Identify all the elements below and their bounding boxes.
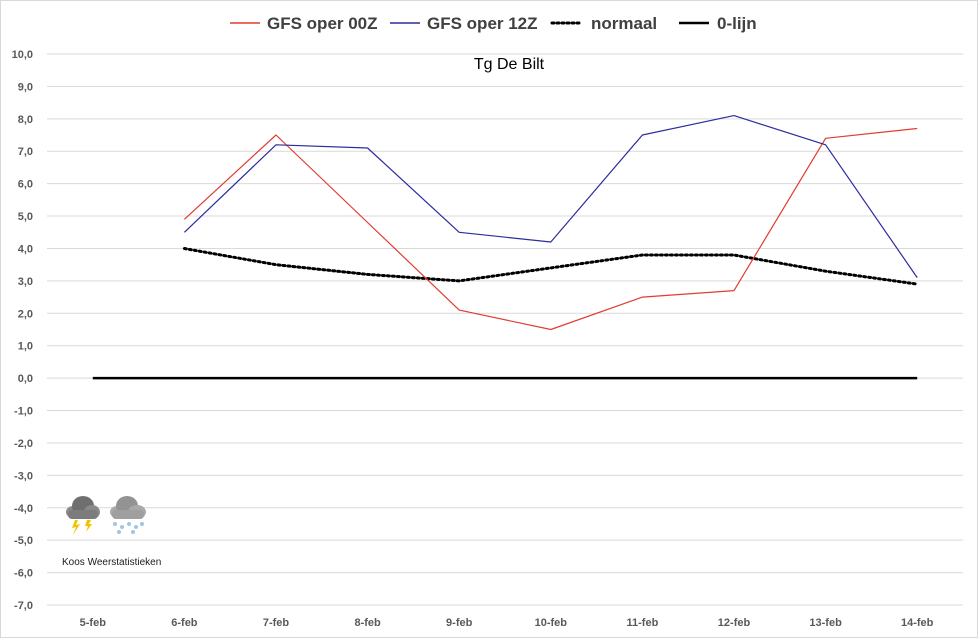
gridlines <box>47 53 963 606</box>
y-tick-label: -1,0 <box>14 406 33 418</box>
x-tick-label: 5-feb <box>80 617 107 629</box>
x-tick-label: 12-feb <box>718 617 751 629</box>
legend-label: 0-lijn <box>717 14 757 33</box>
legend-label: GFS oper 00Z <box>267 14 378 33</box>
y-tick-label: -4,0 <box>14 503 33 515</box>
y-tick-label: 0,0 <box>18 373 33 385</box>
y-tick-label: 3,0 <box>18 276 33 288</box>
y-tick-label: -5,0 <box>14 535 33 547</box>
x-tick-label: 11-feb <box>627 617 659 629</box>
y-tick-label: 9,0 <box>18 81 33 93</box>
snow-cloud-icon <box>110 496 146 534</box>
x-tick-label: 10-feb <box>535 617 568 629</box>
y-tick-label: -2,0 <box>14 438 33 450</box>
x-tick-label: 8-feb <box>354 617 381 629</box>
y-tick-label: 4,0 <box>18 243 33 255</box>
chart-title: Tg De Bilt <box>474 56 545 73</box>
legend-label: GFS oper 12Z <box>427 14 538 33</box>
legend-item: normaal <box>550 14 657 33</box>
x-tick-label: 6-feb <box>171 617 198 629</box>
x-tick-label: 13-feb <box>809 617 842 629</box>
series-line-normaal <box>182 247 919 286</box>
y-tick-label: 6,0 <box>18 179 33 191</box>
y-tick-label: -7,0 <box>14 600 33 612</box>
y-tick-label: 10,0 <box>12 49 33 61</box>
x-tick-label: 9-feb <box>446 617 473 629</box>
legend-item: GFS oper 00Z <box>230 14 378 33</box>
legend-label: normaal <box>591 14 657 33</box>
legend-item: GFS oper 12Z <box>390 14 538 33</box>
x-tick-label: 14-feb <box>901 617 934 629</box>
x-tick-label: 7-feb <box>263 617 290 629</box>
series-line-gfs-oper-00z <box>183 127 918 331</box>
y-tick-label: -3,0 <box>14 470 33 482</box>
thunderstorm-cloud-icon <box>66 496 100 535</box>
series-lines <box>92 114 919 380</box>
legend-item: 0-lijn <box>679 14 757 33</box>
y-tick-label: -6,0 <box>14 568 33 580</box>
y-tick-label: 7,0 <box>18 146 33 158</box>
y-tick-label: 5,0 <box>18 211 33 223</box>
series-line-gfs-oper-12z <box>183 114 918 278</box>
watermark-label: Koos Weerstatistieken <box>62 557 161 568</box>
y-tick-label: 8,0 <box>18 114 33 126</box>
watermark-logo: Koos Weerstatistieken <box>62 496 161 568</box>
legend: GFS oper 00Z GFS oper 12Z normaal 0-lijn <box>230 14 757 33</box>
y-tick-label: 1,0 <box>18 341 33 353</box>
axis-labels: 10,0 9,0 8,0 7,0 6,0 5,0 4,0 3,0 2,0 1,0 0,0 -1,0 -2… <box>12 49 934 629</box>
y-tick-label: 2,0 <box>18 308 33 320</box>
